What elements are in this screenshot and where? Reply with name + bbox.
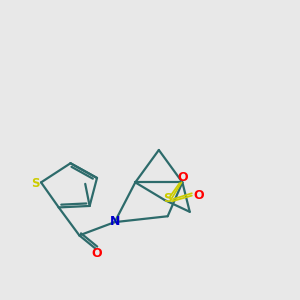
Text: N: N	[110, 215, 120, 228]
Text: O: O	[193, 189, 204, 202]
Text: O: O	[92, 248, 102, 260]
Text: S: S	[31, 177, 39, 190]
Text: S: S	[163, 192, 172, 205]
Text: O: O	[177, 172, 188, 184]
